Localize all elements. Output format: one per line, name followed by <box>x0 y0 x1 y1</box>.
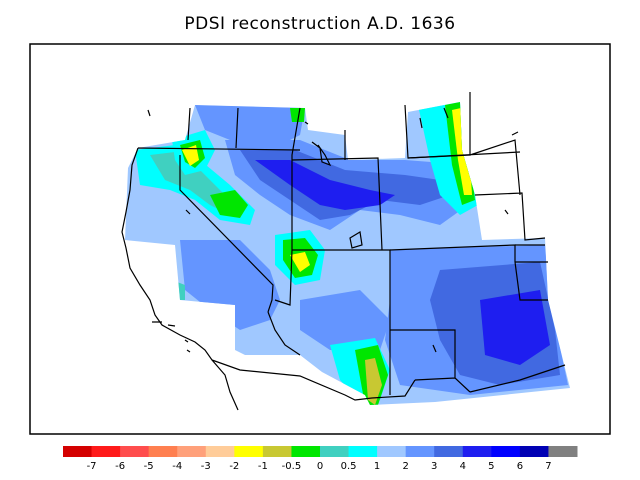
colorbar-swatches <box>63 446 578 457</box>
colorbar-swatch <box>548 446 578 457</box>
colorbar-labels: -7 -6 -5 -4 -3 -2 -1 -0.5 0 0.5 1 2 3 4 5 6 7 <box>87 461 552 472</box>
colorbar-swatch <box>148 446 178 457</box>
colorbar-tick-label: 3 <box>431 461 437 472</box>
colorbar-tick-label: -0.5 <box>282 461 302 472</box>
mexico-border <box>211 359 416 401</box>
lakes-islands <box>147 107 519 353</box>
colorbar-tick-label: 7 <box>545 461 551 472</box>
colorbar-tick-label: 2 <box>402 461 408 472</box>
reservoir-sd <box>504 209 509 215</box>
colorbar-swatch <box>63 446 93 457</box>
pdsi-region-sw-blue <box>180 240 280 330</box>
colorbar-swatch <box>120 446 150 457</box>
map-frame <box>29 43 611 435</box>
colorbar-swatch <box>434 446 464 457</box>
reservoir-nm <box>432 344 437 353</box>
id-border <box>187 107 301 250</box>
colorbar-swatch <box>462 446 492 457</box>
colorbar-swatch <box>205 446 235 457</box>
colorbar-tick-label: -1 <box>258 461 268 472</box>
map-title: PDSI reconstruction A.D. 1636 <box>184 14 456 34</box>
colorbar-tick-label: -2 <box>229 461 239 472</box>
pdsi-region-id-green <box>290 108 305 122</box>
pdsi-region-az-blue <box>300 290 390 350</box>
colorbar-swatch <box>377 446 407 457</box>
pdsi-region-ut-yellow <box>290 252 310 272</box>
pdsi-region-ne-yellow <box>182 145 199 166</box>
colorbar-tick-label: 0.5 <box>341 461 357 472</box>
colorbar-swatch <box>291 446 321 457</box>
colorbar-swatch <box>491 446 521 457</box>
colorbar-tick-label: 5 <box>488 461 494 472</box>
lake-tahoe <box>185 209 191 215</box>
ca-nv-border <box>179 155 274 313</box>
minor-lakes-north <box>147 107 519 136</box>
colorbar-tick-label: -7 <box>87 461 97 472</box>
colorbar-tick-label: -4 <box>172 461 182 472</box>
state-boundaries <box>121 92 566 411</box>
great-salt-lake <box>349 231 363 249</box>
nm-border <box>390 329 471 393</box>
wy-border <box>291 157 383 251</box>
colorbar-tick-label: 1 <box>374 461 380 472</box>
colorbar-tick-label: 0 <box>317 461 323 472</box>
pdsi-region-se-core <box>480 290 550 365</box>
colorbar-tick-label: -5 <box>144 461 154 472</box>
colorbar-swatch <box>91 446 121 457</box>
yellowstone-lake <box>311 141 332 167</box>
colorbar-swatch <box>234 446 264 457</box>
colorbar-tick-label: -3 <box>201 461 211 472</box>
channel-islands <box>152 321 191 353</box>
colorbar-tick-label: -6 <box>115 461 125 472</box>
texas-coast <box>469 364 566 393</box>
or-border <box>137 147 301 151</box>
gulf-coast <box>267 311 301 356</box>
colorbar-swatch <box>405 446 435 457</box>
pdsi-region-mt-yellow <box>452 108 472 195</box>
colorbar-tick-label: 4 <box>460 461 466 472</box>
pacific-coastline <box>121 147 239 411</box>
colorbar-swatch <box>177 446 207 457</box>
colorbar-tick-label: 6 <box>517 461 523 472</box>
colorbar-swatch <box>320 446 350 457</box>
colorbar-swatch <box>519 446 549 457</box>
sd-border <box>407 139 546 241</box>
colorbar-swatch <box>262 446 292 457</box>
pdsi-region-central-core <box>255 160 395 210</box>
ks-border <box>514 244 548 301</box>
pdsi-region-nw-blue <box>195 105 305 150</box>
pdsi-region-az-olive <box>365 358 382 405</box>
colorbar-swatch <box>348 446 378 457</box>
pdsi-region-nw-green <box>210 190 248 218</box>
